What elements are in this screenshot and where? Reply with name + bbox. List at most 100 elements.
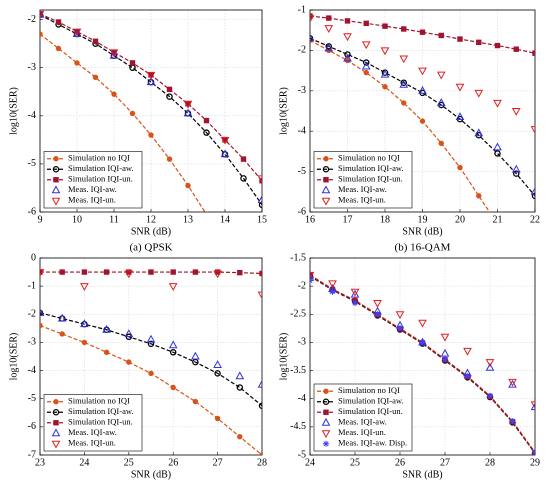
marker [192,398,199,405]
marker [374,311,381,318]
marker [326,15,332,21]
marker [183,108,193,117]
y-tick-label: -6 [28,421,36,432]
marker [343,33,352,42]
y-tick-label: -6 [28,206,36,217]
marker [40,31,43,37]
marker [203,129,210,136]
marker [257,195,262,203]
plot-frame [309,9,536,213]
legend-marker [321,185,331,194]
marker [343,53,352,62]
y-tick-label: -2 [28,309,36,320]
y-tick-label: -3 [28,337,36,348]
y-tick-label: -5 [298,449,306,460]
caption: (b) 16-QAM [395,242,451,254]
marker [438,32,444,39]
marker [455,83,465,92]
marker [40,322,43,329]
marker [220,136,230,145]
legend-label: Meas. IQI-un. [338,427,386,437]
y-tick-label: -2 [28,14,36,25]
marker [124,270,134,279]
marker [324,25,334,34]
marker [310,277,313,284]
marker [419,339,426,346]
marker [344,18,351,24]
marker [111,91,117,97]
marker [399,55,409,64]
legend-label: Meas. IQI-un. [338,195,386,205]
y-tick-label: -1 [28,280,36,291]
y-tick-label: -7 [28,449,36,460]
marker [166,156,173,162]
marker [310,15,315,23]
marker [494,42,501,49]
marker [310,271,315,280]
series-layer [40,10,262,212]
y-tick-label: -4 [298,125,306,136]
marker [168,340,178,349]
marker [80,319,89,328]
marker [530,126,535,135]
x-tick-label: 18 [380,214,390,225]
legend-label: Meas. IQI-aw. [338,184,387,194]
marker [257,175,262,184]
marker [240,175,247,182]
series-line [310,39,491,212]
series-line [310,274,535,454]
marker [74,60,80,66]
legend-marker [323,388,329,394]
x-tick-label: 13 [183,214,193,225]
marker [257,379,262,388]
marker [205,211,208,212]
x-tick-label: 22 [530,214,540,225]
marker [183,100,193,109]
marker [455,112,465,121]
marker [148,269,154,275]
plot-frame [39,257,263,456]
marker [401,26,407,32]
y-tick-label: -6 [298,206,306,217]
x-tick-label: 16 [305,214,315,225]
legend-label: Simulation no IQI [68,396,130,406]
y-tick-label: 0 [31,252,36,263]
legend-label: Simulation IQI-un. [68,174,133,184]
marker [40,10,45,19]
x-tick-label: 27 [213,457,223,468]
x-axis-label: SNR (dB) [402,469,442,480]
marker [81,339,88,346]
marker [147,340,155,348]
marker [310,33,315,42]
x-tick-label: 10 [72,214,82,225]
marker [72,29,82,38]
marker [419,118,426,124]
plot-frame [309,257,536,456]
y-tick-label: -1.5 [290,252,306,263]
x-tick-label: 14 [220,214,230,225]
marker [401,100,407,106]
marker [146,334,156,343]
marker [237,269,243,276]
marker [442,356,448,363]
series-layer [310,271,535,455]
marker [109,49,119,58]
legend-label: Simulation IQI-un. [338,174,403,184]
legend-label: Simulation IQI-un. [68,417,133,427]
marker [213,360,222,368]
legend-marker [53,420,59,426]
y-tick-label: -2 [298,280,306,291]
marker [72,28,82,37]
marker [532,50,535,56]
marker [236,384,244,391]
marker [494,150,501,157]
legend-label: Meas. IQI-aw. Disp. [338,438,407,448]
x-tick-label: 21 [493,214,503,225]
marker [329,288,336,295]
marker [170,384,176,391]
marker [440,348,450,357]
marker [257,291,262,300]
marker [103,349,110,355]
marker [166,86,173,93]
